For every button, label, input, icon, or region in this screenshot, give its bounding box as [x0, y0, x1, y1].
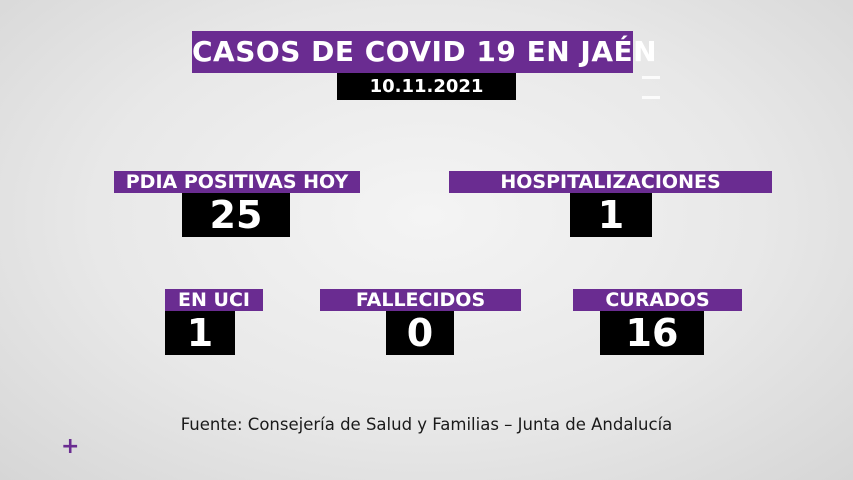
stat-value-en-uci: 1	[165, 311, 235, 355]
stat-label-hospitalizaciones: HOSPITALIZACIONES	[449, 171, 772, 193]
stat-value-fallecidos: 0	[386, 311, 454, 355]
stat-label-en-uci: EN UCI	[165, 289, 263, 311]
plus-icon: +	[61, 434, 80, 459]
decorative-stripe	[642, 76, 660, 79]
stat-value-hospitalizaciones: 1	[570, 193, 652, 237]
source-caption: Fuente: Consejería de Salud y Familias –…	[180, 415, 673, 434]
decorative-stripe	[642, 96, 660, 99]
stat-label-fallecidos: FALLECIDOS	[320, 289, 521, 311]
page-title: CASOS DE COVID 19 EN JAÉN	[192, 31, 657, 73]
stat-label-pdia-positivas: PDIA POSITIVAS HOY	[114, 171, 360, 193]
date-badge: 10.11.2021	[337, 73, 516, 100]
stat-value-curados: 16	[600, 311, 704, 355]
stat-label-curados: CURADOS	[573, 289, 742, 311]
stat-value-pdia-positivas: 25	[182, 193, 290, 237]
